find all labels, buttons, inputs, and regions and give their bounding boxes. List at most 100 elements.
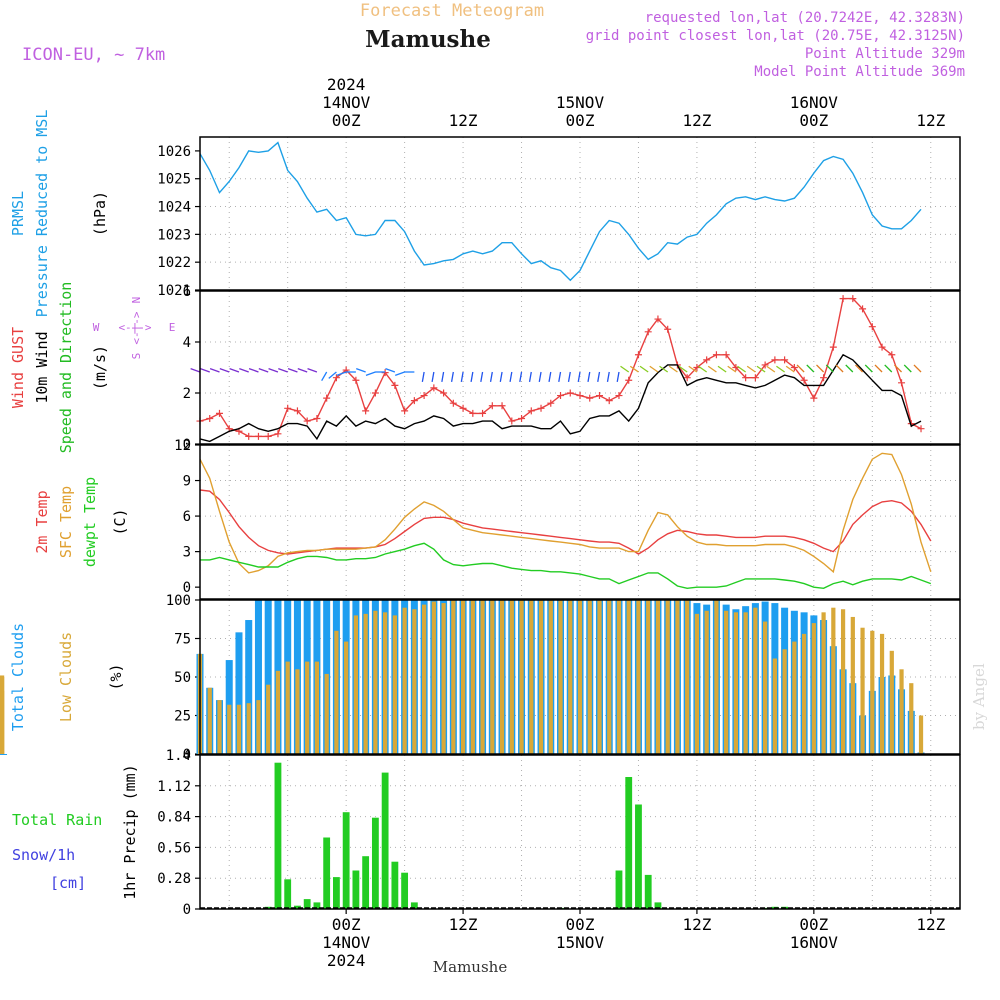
chart-subtitle: Forecast Meteogram (360, 1, 544, 21)
gust-marker (829, 343, 837, 351)
wind-direction-arrow (620, 365, 630, 373)
gust-marker (810, 394, 818, 402)
panel-label: [cm] (50, 874, 86, 892)
precip-bar (654, 902, 662, 909)
precip-bar (625, 777, 633, 909)
panel-label: Speed and Direction (57, 282, 75, 454)
total-clouds-bar (245, 620, 253, 754)
panel-label: PRMSL (9, 191, 27, 236)
wind-direction-arrow (698, 365, 708, 373)
precip-bar (352, 870, 360, 909)
low-clouds-bar (801, 633, 807, 754)
precip-bar (303, 899, 311, 909)
precip-bar (294, 905, 301, 909)
low-clouds-bar (509, 600, 514, 754)
precip-bar (644, 874, 652, 909)
low-clouds-bar (490, 600, 495, 754)
low-clouds-bar (646, 600, 651, 754)
gust-marker (751, 374, 759, 382)
precip-bar (313, 902, 321, 909)
wind-direction-arrow (639, 365, 649, 373)
low-clouds-bar (714, 600, 719, 754)
bottom-hour-label: 12Z (916, 915, 945, 934)
gust-marker (459, 404, 467, 412)
low-clouds-bar (675, 600, 680, 754)
gust-marker (488, 402, 496, 410)
wind-direction-arrow (746, 365, 756, 373)
gust-marker (800, 376, 808, 384)
y-tick-label: 6 (183, 509, 191, 525)
low-clouds-bar (275, 670, 281, 754)
low-clouds-bar (607, 600, 612, 754)
wind-direction-arrow (258, 367, 269, 373)
y-tick-label: 1026 (157, 144, 191, 160)
compass-arrows: <-|-> (118, 321, 151, 334)
wind-direction-arrow (884, 364, 893, 373)
wind-direction-arrow (913, 364, 922, 373)
gust-marker (206, 415, 214, 422)
wind-direction-arrow (835, 364, 844, 373)
top-date-label: 16NOV (790, 93, 839, 112)
panel-unit: (C) (111, 508, 129, 535)
gust-marker (303, 417, 311, 425)
low-clouds-bar (227, 704, 232, 754)
top-hour-label: 00Z (799, 111, 828, 130)
compass-west: W (93, 321, 100, 334)
wind-direction-arrow (785, 365, 795, 373)
low-clouds-bar (324, 673, 329, 754)
wind-direction-arrow (727, 365, 737, 373)
precip-bar (333, 877, 340, 909)
y-tick-label: 1024 (157, 200, 191, 216)
panel-label: Total Clouds (9, 623, 27, 731)
wind-direction-arrow (688, 365, 698, 373)
low-clouds-bar (870, 630, 875, 754)
low-clouds-bar (577, 600, 583, 754)
y-tick-label: 0 (183, 437, 191, 453)
precip-bar (410, 902, 418, 909)
y-tick-label: 75 (174, 632, 191, 648)
low-clouds-bar (266, 684, 271, 754)
low-clouds-bar (772, 658, 777, 754)
panel-label: Total Rain (12, 811, 102, 829)
gust-marker (254, 432, 262, 440)
gust-marker (820, 374, 828, 382)
wind-direction-arrow (509, 371, 513, 382)
gust-marker (410, 397, 418, 405)
gust-marker (712, 351, 720, 359)
gust-marker (245, 432, 253, 440)
wind-direction-arrow (421, 371, 425, 382)
low-clouds-bar (665, 600, 670, 754)
wind-direction-arrow (855, 364, 864, 373)
low-clouds-bar (792, 641, 797, 754)
low-clouds-bar (285, 661, 290, 754)
wind-direction-arrow (548, 371, 552, 382)
low-clouds-bar (587, 600, 592, 754)
gust-marker (527, 407, 535, 415)
total-clouds-bar (264, 600, 272, 754)
low-clouds-bar (334, 630, 339, 754)
low-clouds-bar (782, 649, 787, 754)
wind-direction-arrow (668, 365, 678, 373)
gust-marker (469, 409, 477, 417)
gust-marker (420, 392, 428, 400)
wind-direction-arrow (394, 371, 405, 377)
y-tick-label: 25 (174, 709, 191, 725)
wind-direction-arrow (321, 371, 328, 381)
total-clouds-bar (254, 600, 262, 754)
low-clouds-bar (899, 669, 904, 754)
wind-direction-arrow (219, 367, 230, 373)
wind-direction-arrow (864, 364, 873, 373)
gust-marker (781, 356, 789, 364)
y-tick-label: 1022 (157, 255, 191, 271)
compass-east: E (169, 321, 176, 334)
low-clouds-bar (840, 609, 846, 754)
wind-direction-arrow (678, 365, 688, 373)
wind-direction-arrow (441, 371, 445, 382)
gust-marker (215, 409, 223, 417)
low-clouds-bar (694, 613, 700, 754)
wind-direction-arrow (200, 367, 210, 373)
gust-marker (654, 315, 662, 323)
total-clouds-bar (0, 754, 8, 755)
y-tick-label: 12 (174, 438, 191, 454)
